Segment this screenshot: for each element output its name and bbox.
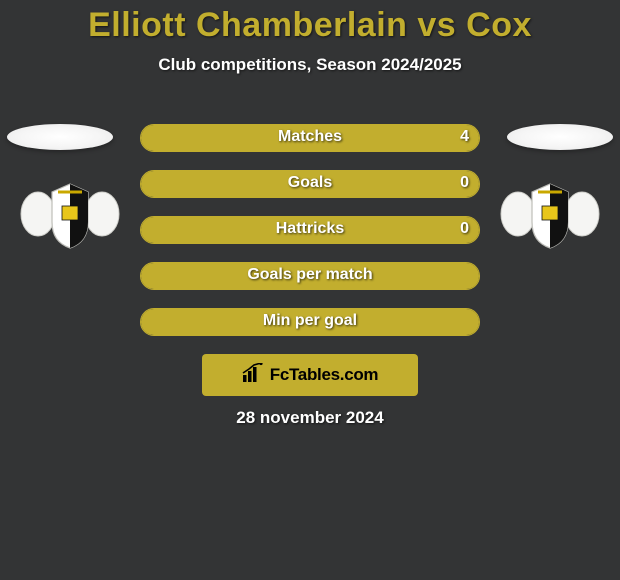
stat-bar-label: Goals bbox=[141, 174, 479, 192]
stat-bar: Matches 4 bbox=[140, 124, 480, 152]
player-oval-icon bbox=[7, 124, 113, 150]
brand-logo[interactable]: FcTables.com bbox=[202, 354, 418, 396]
stat-bar-value: 0 bbox=[460, 220, 469, 238]
stat-bar: Hattricks 0 bbox=[140, 216, 480, 244]
page-subtitle: Club competitions, Season 2024/2025 bbox=[0, 55, 620, 75]
page-title: Elliott Chamberlain vs Cox bbox=[0, 0, 620, 45]
club-crest-icon bbox=[20, 176, 120, 252]
stat-bars: Matches 4 Goals 0 Hattricks 0 Goals per … bbox=[140, 124, 480, 354]
stat-bar-label: Goals per match bbox=[141, 266, 479, 284]
stat-bar: Goals 0 bbox=[140, 170, 480, 198]
stat-bar-label: Hattricks bbox=[141, 220, 479, 238]
stat-bar-label: Min per goal bbox=[141, 312, 479, 330]
stat-bar-value: 0 bbox=[460, 174, 469, 192]
club-crest-icon bbox=[500, 176, 600, 252]
chart-icon bbox=[242, 363, 264, 388]
stat-bar-label: Matches bbox=[141, 128, 479, 146]
stat-bar-value: 4 bbox=[460, 128, 469, 146]
generated-date: 28 november 2024 bbox=[0, 408, 620, 428]
brand-logo-text: FcTables.com bbox=[270, 365, 379, 385]
stat-bar: Goals per match bbox=[140, 262, 480, 290]
stat-bar: Min per goal bbox=[140, 308, 480, 336]
player-oval-icon bbox=[507, 124, 613, 150]
